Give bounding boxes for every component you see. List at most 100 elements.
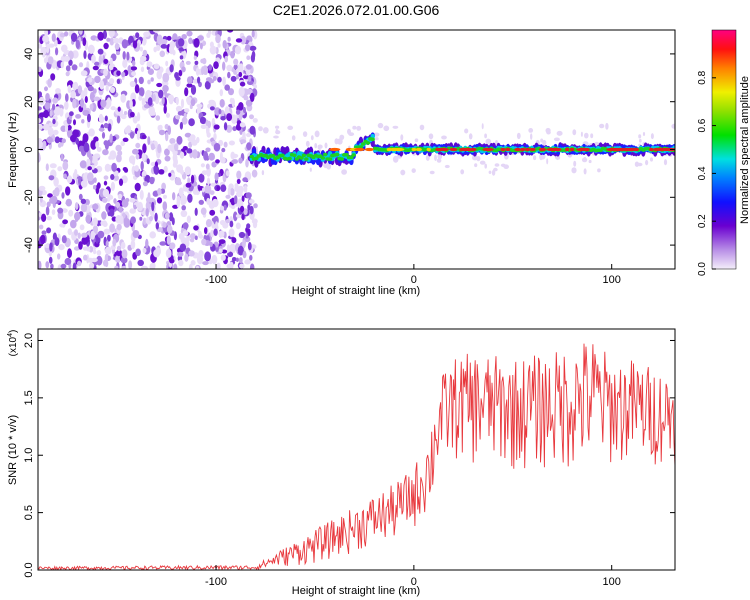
noise-speckle [88, 128, 95, 137]
noise-speckle [184, 87, 189, 97]
noise-speckle [38, 118, 42, 124]
faint-speckle [637, 162, 643, 167]
signal-band-mark [320, 156, 326, 160]
noise-speckle [195, 265, 200, 269]
noise-speckle [227, 251, 234, 258]
noise-speckle [38, 106, 42, 111]
noise-speckle [70, 32, 78, 43]
faint-speckle [650, 133, 654, 140]
noise-speckle [46, 43, 50, 54]
signal-core-mark [364, 147, 374, 152]
noise-speckle [220, 156, 226, 164]
noise-speckle [45, 206, 50, 216]
noise-speckle [153, 63, 160, 70]
noise-speckle [141, 170, 147, 177]
noise-speckle [233, 64, 238, 70]
spectrogram-x-label: Height of straight line (km) [292, 285, 420, 297]
faint-speckle [341, 169, 347, 175]
faint-speckle [324, 142, 328, 149]
noise-speckle [171, 217, 175, 226]
noise-speckle [180, 169, 184, 175]
noise-speckle [50, 73, 56, 81]
noise-speckle [75, 114, 82, 119]
noise-speckle [197, 35, 204, 41]
noise-speckle [218, 108, 222, 115]
snr-x-label: Height of straight line (km) [292, 585, 420, 597]
noise-speckle [197, 76, 201, 84]
noise-speckle [150, 77, 154, 82]
noise-speckle [245, 99, 253, 107]
noise-speckle [104, 253, 109, 263]
noise-speckle [157, 188, 162, 196]
noise-speckle [229, 229, 234, 238]
noise-speckle [173, 263, 178, 269]
noise-speckle [225, 170, 230, 177]
noise-speckle [179, 121, 183, 130]
noise-speckle [103, 68, 108, 77]
snr-frame [37, 328, 676, 571]
noise-speckle [213, 124, 220, 130]
noise-speckle [154, 212, 158, 222]
noise-speckle [104, 246, 112, 255]
faint-speckle [373, 132, 380, 137]
noise-speckle [82, 133, 89, 143]
noise-speckle [159, 241, 167, 246]
faint-speckle [484, 133, 487, 139]
noise-speckle [237, 245, 244, 256]
faint-speckle [305, 140, 310, 147]
noise-speckle [38, 139, 43, 149]
noise-speckle [152, 30, 160, 33]
noise-speckle [217, 43, 221, 48]
noise-speckle [87, 113, 91, 123]
noise-speckle [225, 194, 231, 199]
signal-core-mark [415, 147, 422, 152]
noise-speckle [213, 61, 219, 69]
noise-speckle [66, 175, 73, 184]
noise-speckle [194, 235, 198, 241]
faint-speckle [336, 138, 343, 145]
noise-speckle [206, 177, 211, 186]
noise-speckle [137, 201, 144, 212]
noise-speckle [231, 114, 238, 124]
signal-core-mark [469, 147, 477, 152]
noise-speckle [63, 173, 67, 179]
noise-speckle [61, 235, 67, 244]
noise-speckle [129, 131, 135, 139]
noise-speckle [142, 49, 148, 57]
noise-speckle [177, 251, 184, 257]
noise-speckle [149, 231, 156, 239]
noise-speckle [77, 232, 81, 239]
noise-speckle [129, 197, 136, 203]
noise-speckle [122, 137, 129, 142]
faint-speckle [392, 125, 399, 129]
noise-speckle [108, 64, 114, 71]
noise-speckle [206, 167, 211, 177]
noise-speckle [87, 172, 94, 182]
noise-speckle [181, 116, 188, 125]
noise-speckle [122, 59, 128, 68]
noise-speckle [166, 35, 172, 41]
noise-speckle [245, 44, 251, 52]
noise-speckle [91, 165, 95, 170]
noise-speckle [202, 57, 207, 65]
noise-speckle [138, 95, 143, 101]
noise-speckle [94, 61, 100, 66]
faint-speckle [262, 127, 269, 134]
noise-speckle [176, 135, 183, 145]
noise-speckle [164, 212, 170, 220]
noise-speckle [136, 130, 141, 141]
noise-speckle [222, 76, 226, 87]
signal-core-mark [538, 147, 547, 152]
noise-speckle [91, 54, 96, 64]
noise-speckle [40, 46, 47, 56]
noise-speckle [251, 169, 258, 178]
noise-speckle [230, 75, 237, 82]
noise-speckle [232, 126, 237, 132]
noise-speckle [205, 163, 210, 170]
noise-speckle [134, 182, 141, 192]
noise-speckle [239, 263, 245, 269]
noise-speckle [237, 187, 243, 196]
noise-speckle [236, 178, 241, 184]
noise-speckle [227, 36, 231, 42]
noise-speckle [181, 66, 186, 73]
